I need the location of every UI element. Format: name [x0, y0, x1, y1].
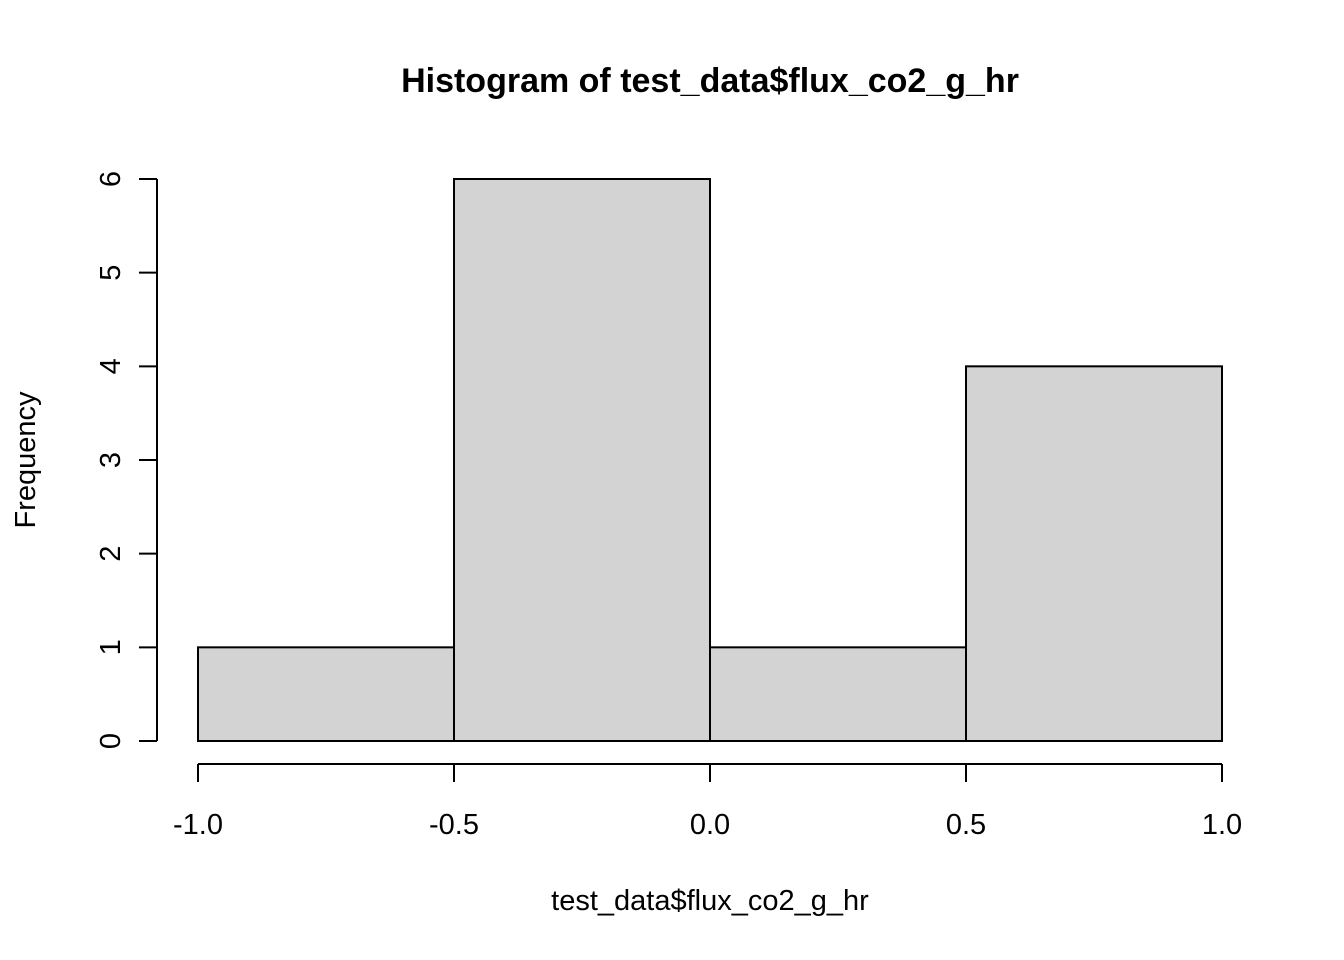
x-tick-label: 0.5 [946, 809, 986, 841]
y-tick-label: 5 [95, 265, 127, 281]
x-tick-label: 0.0 [690, 809, 730, 841]
histogram-bar [709, 646, 967, 742]
y-tick-label: 4 [95, 358, 127, 374]
y-axis: 0 1 2 3 4 5 6 [95, 171, 158, 749]
chart-title: Histogram of test_data$flux_co2_g_hr [401, 62, 1019, 100]
y-tick-label: 6 [95, 171, 127, 187]
y-tick-label: 2 [95, 546, 127, 562]
y-tick-label: 0 [95, 733, 127, 749]
bars-group [197, 178, 1223, 742]
histogram-bar [965, 365, 1223, 742]
x-tick-label: 1.0 [1202, 809, 1242, 841]
y-tick-label: 1 [95, 639, 127, 655]
histogram-bar [197, 646, 455, 742]
x-tick-label: -1.0 [173, 809, 223, 841]
x-tick-label: -0.5 [429, 809, 479, 841]
histogram-bar [453, 178, 711, 742]
y-tick-label: 3 [95, 452, 127, 468]
y-axis-label: Frequency [10, 391, 42, 529]
x-axis: -1.0 -0.5 0.0 0.5 1.0 [173, 763, 1242, 841]
x-axis-label: test_data$flux_co2_g_hr [551, 885, 869, 917]
